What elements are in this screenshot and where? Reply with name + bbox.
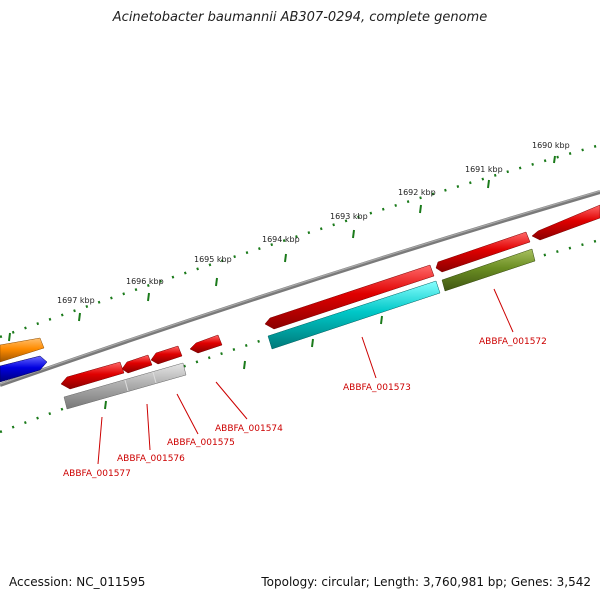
gene-arrow-red[interactable] xyxy=(60,361,125,390)
gene-arrow-red[interactable] xyxy=(150,345,183,365)
scale-label: 1696 kbp xyxy=(126,277,164,286)
gene-arrow-blue[interactable] xyxy=(0,355,48,383)
accession-text: Accession: NC_011595 xyxy=(9,575,146,589)
scale-label: 1690 kbp xyxy=(532,141,570,150)
gene-bar-gray[interactable] xyxy=(63,362,187,410)
genome-info-text: Topology: circular; Length: 3,760,981 bp… xyxy=(261,575,591,589)
scale-label: 1691 kbp xyxy=(465,165,503,174)
gene-label[interactable]: ABBFA_001572 xyxy=(479,337,547,347)
gene-divider xyxy=(124,379,129,392)
scale-label: 1697 kbp xyxy=(57,296,95,305)
scale-label: 1693 kbp xyxy=(330,212,368,221)
scale-label: 1694 kbp xyxy=(262,235,300,244)
outer-major-ticks xyxy=(8,155,556,342)
map-title: Acinetobacter baumannii AB307-0294, comp… xyxy=(112,10,488,25)
gene-divider xyxy=(152,371,157,384)
gene-label[interactable]: ABBFA_001577 xyxy=(63,469,131,479)
gene-arrow-red[interactable] xyxy=(435,231,531,273)
gene-arrow-red[interactable] xyxy=(121,354,153,374)
gene-label[interactable]: ABBFA_001573 xyxy=(343,383,411,393)
scale-label: 1692 kbp xyxy=(398,188,436,197)
gene-arrow-orange[interactable] xyxy=(0,337,45,363)
backbone-highlight xyxy=(0,190,600,385)
gene-bar-olive[interactable] xyxy=(441,248,536,292)
scale-label: 1695 kbp xyxy=(194,255,232,264)
gene-label[interactable]: ABBFA_001576 xyxy=(117,454,185,464)
genome-backbone xyxy=(0,190,600,387)
gene-label[interactable]: ABBFA_001575 xyxy=(167,438,235,448)
gene-arrow-red[interactable] xyxy=(264,264,435,330)
gene-arrow-red[interactable] xyxy=(531,204,600,241)
gene-arrow-red[interactable] xyxy=(189,334,223,354)
gene-bar-cyan[interactable] xyxy=(267,280,441,350)
scale-labels: 1690 kbp 1691 kbp 1692 kbp 1693 kbp 1694… xyxy=(57,141,570,305)
gene-label[interactable]: ABBFA_001574 xyxy=(215,424,283,434)
label-leaders xyxy=(97,288,514,465)
gene-labels: ABBFA_001572 ABBFA_001573 ABBFA_001574 A… xyxy=(63,337,547,479)
